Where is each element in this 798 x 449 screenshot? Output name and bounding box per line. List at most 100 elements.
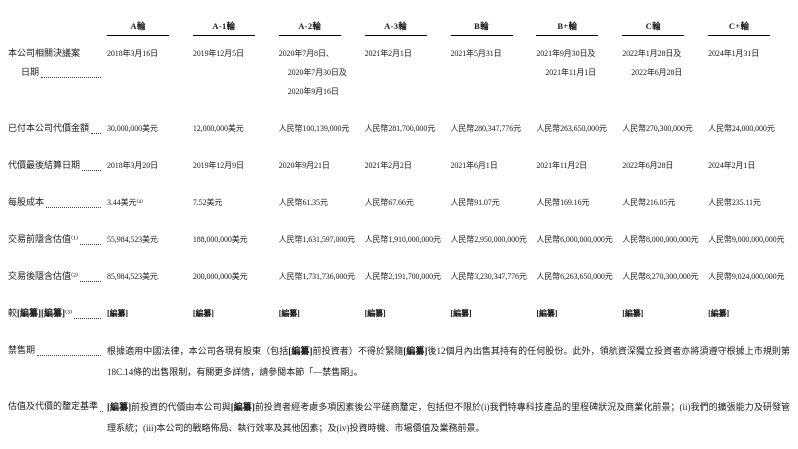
table-cell-line: 2020年9月16日	[287, 87, 339, 96]
row-label-text: 禁售期	[8, 345, 36, 355]
table-cell: 人民幣235.11元	[708, 193, 790, 212]
row-label-line: 本公司相關決議案	[8, 44, 103, 63]
table-cell: 人民幣61.35元	[279, 193, 361, 212]
redacted-marker: [編纂]	[107, 309, 128, 318]
dot-leader	[82, 170, 101, 171]
dot-leader	[46, 207, 101, 208]
table-cell-line: 人民幣6,000,000,000元	[536, 235, 613, 244]
table-cell: 人民幣91.07元	[451, 193, 533, 212]
table-cell: 人民幣67.66元	[365, 193, 447, 212]
column-header: B輪	[450, 20, 533, 36]
table-cell-line: 人民幣9,024,000,000元	[708, 272, 785, 281]
table-cell-line: 人民幣281,700,000元	[364, 124, 436, 133]
table-cell-line: [編纂]	[536, 304, 618, 323]
row-label: 已付本公司代價金額	[8, 119, 103, 138]
column-header: A-1輪	[192, 20, 275, 36]
table-cell-line: 2022年6月28日	[622, 161, 674, 170]
redacted-marker: [編纂]	[41, 308, 66, 318]
redacted-marker: [編纂]	[536, 309, 558, 318]
table-cell-line: 人民幣1,910,000,000元	[364, 235, 441, 244]
column-header-label: A-1輪	[192, 20, 255, 36]
row-label-line: 交易前隱含估值⁽¹⁾	[8, 230, 103, 249]
redacted-marker: [編纂]	[288, 346, 313, 356]
row-label: 代價最後結算日期	[8, 156, 103, 175]
redacted-marker: [編纂]	[192, 309, 214, 318]
table-cell-line: 2020年7月30日及	[287, 68, 347, 77]
table-cell-line: 2019年12月5日	[192, 49, 244, 58]
table-cell-line: [編纂]	[107, 304, 189, 323]
redacted-marker: [編纂]	[708, 309, 730, 318]
redacted-marker: [編纂]	[17, 308, 42, 318]
table-cell-line: 85,984,523美元	[107, 272, 158, 281]
table-cell: 85,984,523美元	[107, 267, 189, 286]
table-cell-line: 人民幣1,631,597,000元	[278, 235, 356, 244]
table-cell-line: 人民幣235.11元	[708, 198, 761, 207]
redacted-marker: [編纂]	[622, 309, 644, 318]
row-label-text: 估值及代價的釐定基準	[8, 401, 99, 411]
table-row: 代價最後結算日期 2018年3月20日 2019年12月9日 2020年9月21日 20…	[8, 156, 790, 175]
table-cell-line: [編纂]	[708, 304, 790, 323]
table-cell: 2021年2月1日	[365, 44, 447, 101]
table-cell: 人民幣8,270,300,000元	[622, 267, 704, 286]
redacted-marker: [編纂]	[230, 402, 255, 412]
column-header: C+輪	[708, 20, 790, 36]
dot-leader	[74, 318, 101, 319]
dot-leader	[41, 77, 101, 78]
table-cell: 人民幣100,139,000元	[279, 119, 361, 138]
table-cell: 2019年12月5日	[193, 44, 275, 101]
table-header-row: A輪 A-1輪 A-2輪 A-3輪 B輪 B+輪 C輪 C+輪	[8, 20, 790, 36]
column-header-label: C輪	[622, 20, 685, 36]
table-row: 交易前隱含估值⁽¹⁾ 55,984,523美元 188,000,000美元 人民幣1,…	[8, 230, 790, 249]
table-cell: [編纂]	[536, 304, 618, 323]
row-label-text: 日期	[21, 67, 40, 77]
dot-leader	[91, 133, 101, 134]
table-cell: 人民幣24,000,000元	[708, 119, 790, 138]
table-cell: [編纂]	[622, 304, 704, 323]
table-cell: 2024年1月31日	[708, 44, 790, 101]
row-label-text: 較[編纂][編纂]⁽³⁾	[8, 308, 73, 318]
table-cell: 人民幣270,300,000元	[622, 119, 704, 138]
table-cell-line: 人民幣270,300,000元	[622, 124, 693, 133]
table-cell-line: 人民幣216.05元	[622, 198, 676, 207]
table-row: 交易後隱含估值⁽²⁾ 85,984,523美元 200,000,000美元 人民幣1,…	[8, 267, 790, 286]
column-header: A輪	[107, 20, 189, 36]
dot-leader	[100, 411, 104, 412]
table-cell-line: 2021年11月2日	[536, 161, 588, 170]
table-row: 本公司相關決議案 日期 2018年3月16日 2019年12月5日 2020年7月8日、…	[8, 44, 790, 101]
table-cell: 7.52美元	[193, 193, 275, 212]
table-cell: 188,000,000美元	[193, 230, 275, 249]
table-cell-line: 200,000,000美元	[192, 272, 248, 281]
row-label-text: 交易後隱含估值⁽²⁾	[8, 271, 79, 281]
table-cell: [編纂]	[193, 304, 275, 323]
redacted-marker: [編纂]	[403, 346, 428, 356]
column-header-label: B+輪	[536, 20, 599, 36]
table-cell: 12,000,000美元	[193, 119, 275, 138]
table-cell: [編纂]	[107, 304, 189, 323]
table-cell-line: 2021年6月1日	[450, 161, 498, 170]
row-label: 本公司相關決議案日期	[8, 44, 103, 101]
table-paragraph-row: 禁售期 根據適用中國法律，本公司各現有股東（包括[編纂]前投資者）不得於緊隨[編纂…	[8, 341, 790, 383]
table-cell-line: 2021年11月1日	[545, 68, 597, 77]
table-cell: 人民幣8,000,000,000元	[622, 230, 704, 249]
table-cell-line: [編纂]	[279, 304, 361, 323]
column-header-label: B輪	[450, 20, 513, 36]
row-label-line: 每股成本	[8, 193, 103, 212]
table-cell-line: 人民幣100,139,000元	[278, 124, 350, 133]
table-cell-line: 2018年3月20日	[107, 161, 158, 170]
table-cell-line: 2021年5月31日	[450, 49, 502, 58]
row-label-text: 交易前隱含估值⁽¹⁾	[8, 234, 79, 244]
table-cell: 人民幣3,230,347,776元	[451, 267, 533, 286]
table-cell: 人民幣216.05元	[622, 193, 704, 212]
table-cell: 55,984,523美元	[107, 230, 189, 249]
table-cell: 2021年2月2日	[365, 156, 447, 175]
table-cell-line: 188,000,000美元	[192, 235, 248, 244]
table-cell: 2020年7月8日、 2020年7月30日及 2020年9月16日	[279, 44, 361, 101]
table-cell: 人民幣2,191,700,000元	[365, 267, 447, 286]
table-cell: 2020年9月21日	[279, 156, 361, 175]
table-cell: 2018年3月16日	[107, 44, 189, 101]
column-header-label: A-3輪	[364, 20, 427, 36]
table-cell: [編纂]	[279, 304, 361, 323]
table-cell: [編纂]	[451, 304, 533, 323]
table-cell-line: 人民幣3,230,347,776元	[450, 272, 527, 281]
